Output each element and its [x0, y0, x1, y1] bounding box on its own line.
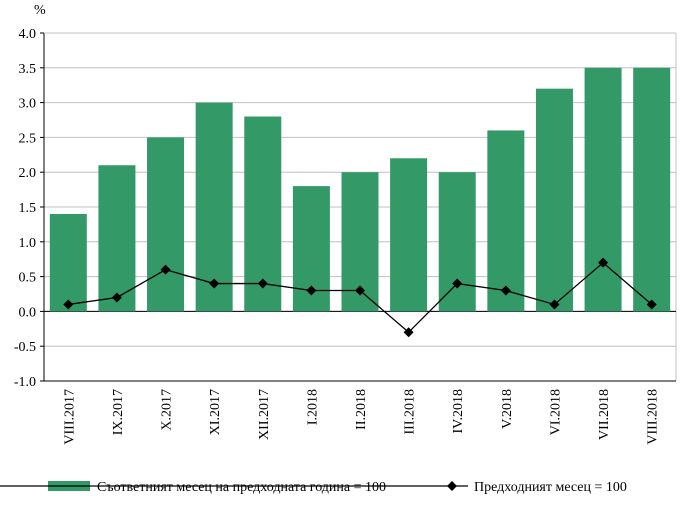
- y-axis-ticks: 4.0 3.5 3.0 2.5 2.0 1.5 1.0 0.5 0.0 -0.5 -1.0: [14, 27, 36, 390]
- line-point: [646, 299, 657, 310]
- y-tick-label: 1.0: [19, 236, 37, 251]
- x-axis-labels: VIII.2017 IX.2017 X.2017 XI.2017 XII.2017 I.2…: [62, 389, 660, 445]
- x-tick-label: IV.2018: [451, 389, 466, 433]
- y-tick-label: 3.0: [19, 97, 37, 112]
- x-tick-label: VI.2018: [548, 389, 563, 435]
- bar: [98, 165, 136, 312]
- line-point: [111, 292, 122, 303]
- x-tick-label: IX.2017: [111, 389, 126, 435]
- x-tick-label: VIII.2017: [62, 389, 77, 445]
- x-tick-label: I.2018: [305, 389, 320, 425]
- x-tick-label: V.2018: [500, 389, 515, 429]
- x-tick-label: XII.2017: [257, 389, 272, 440]
- y-tick-label: -1.0: [14, 375, 36, 390]
- x-tick-label: XI.2017: [208, 389, 223, 435]
- x-tick-label: X.2017: [160, 389, 175, 431]
- y-tick-label: 0.0: [19, 305, 37, 320]
- bar: [633, 67, 671, 312]
- x-tick-label: VII.2018: [597, 389, 612, 440]
- line-point: [306, 285, 317, 296]
- y-tick-label: 2.5: [19, 131, 37, 146]
- line-point: [500, 285, 511, 296]
- line-point: [209, 278, 220, 289]
- line-point: [403, 327, 414, 338]
- y-unit-label: %: [34, 3, 46, 18]
- x-tick-label: III.2018: [403, 389, 418, 435]
- bar: [438, 172, 476, 312]
- y-tick-label: 1.5: [19, 201, 37, 216]
- x-tick-label: VIII.2018: [646, 389, 661, 445]
- y-tick-label: 0.5: [19, 271, 37, 286]
- legend-bar-label: Съответният месец на предходната година …: [97, 480, 386, 495]
- line-point: [598, 257, 609, 268]
- bar: [195, 102, 233, 312]
- line-point: [160, 264, 171, 275]
- legend: Съответният месец на предходната година …: [0, 480, 627, 495]
- legend-line-label: Предходният месец = 100: [474, 480, 627, 495]
- line-point: [355, 285, 365, 296]
- x-tick-label: II.2018: [354, 389, 369, 430]
- legend-line-marker: [447, 481, 457, 491]
- y-tick-label: 3.5: [19, 62, 37, 77]
- bar: [535, 88, 573, 312]
- line-point: [257, 278, 268, 289]
- y-tick-label: 2.0: [19, 166, 37, 181]
- bar-series: [49, 67, 671, 312]
- y-tick-label: 4.0: [19, 27, 37, 42]
- line-point: [549, 299, 560, 310]
- y-tick-label: -0.5: [14, 340, 36, 355]
- bar: [487, 130, 525, 312]
- bar: [584, 67, 622, 312]
- bar: [147, 137, 185, 312]
- bar: [49, 213, 87, 312]
- line-point: [452, 278, 463, 289]
- line-point: [63, 299, 74, 310]
- line-series: [63, 257, 657, 338]
- bar: [390, 158, 428, 312]
